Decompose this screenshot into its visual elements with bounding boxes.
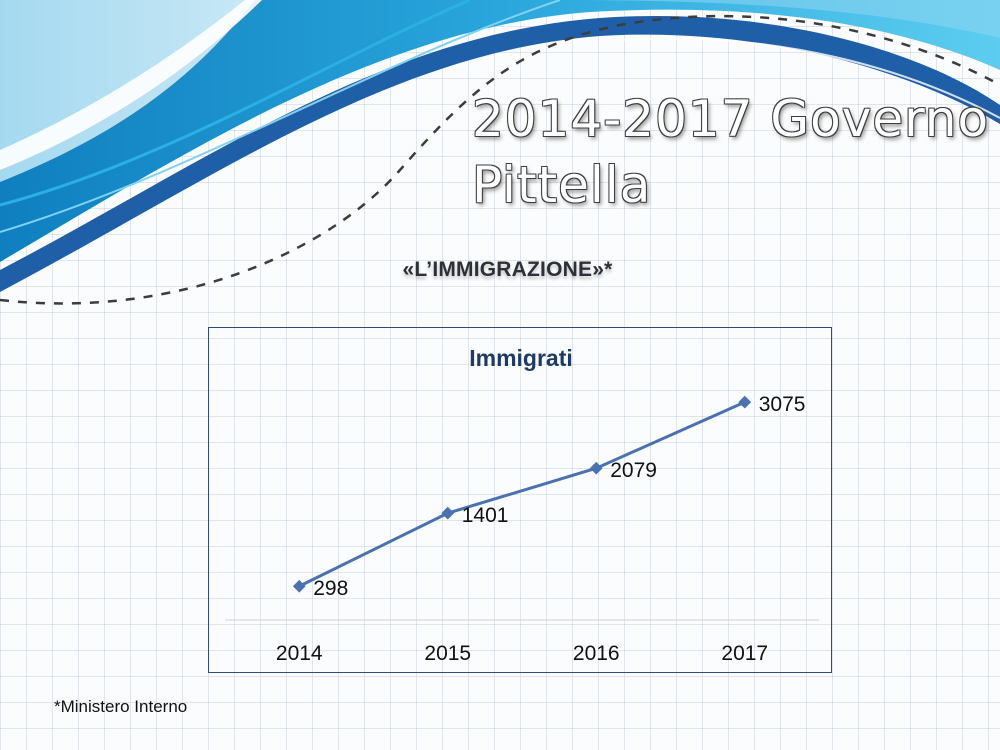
wave-dashed-arc [0, 14, 1000, 305]
x-tick-label-2016: 2016 [573, 642, 620, 665]
x-tick-label-2015: 2015 [424, 642, 471, 665]
footnote: *Ministero Interno [54, 697, 188, 716]
data-label-2015: 1401 [462, 504, 509, 527]
data-point-2016 [589, 461, 603, 475]
slide-subtitle: «L’IMMIGRAZIONE»* [402, 258, 613, 281]
data-label-2017: 3075 [759, 393, 806, 416]
wave-main-blue [0, 0, 1000, 262]
x-tick-label-2014: 2014 [276, 642, 323, 665]
wave-right-band [560, 0, 1000, 38]
slide-title-line-2: Pittella [472, 156, 652, 214]
slide-title: 2014-2017 Governo Pittella [472, 86, 992, 218]
series-layer [292, 395, 752, 593]
series-line [298, 400, 746, 588]
data-label-2014: 298 [313, 577, 348, 600]
data-point-2015 [441, 506, 455, 520]
line-chart: Immigrati 2014 2015 2016 2017 298 1401 2079 30… [225, 345, 819, 665]
x-tick-label-2017: 2017 [721, 642, 768, 665]
slide-title-line-1: 2014-2017 Governo [472, 90, 990, 148]
wave-thin-line-3 [619, 37, 1000, 119]
chart-title: Immigrati [469, 345, 573, 371]
chart-frame: Immigrati 2014 2015 2016 2017 298 1401 2079 30… [208, 327, 832, 673]
data-labels: 298 1401 2079 3075 [313, 393, 805, 600]
wave-white-streak [0, 0, 262, 170]
data-point-2017 [738, 395, 752, 409]
x-tick-labels: 2014 2015 2016 2017 [276, 642, 768, 665]
data-label-2016: 2079 [610, 459, 657, 482]
wave-thin-line-1 [0, 0, 471, 207]
wave-thin-line-2 [0, 0, 561, 233]
data-point-2014 [292, 579, 306, 593]
